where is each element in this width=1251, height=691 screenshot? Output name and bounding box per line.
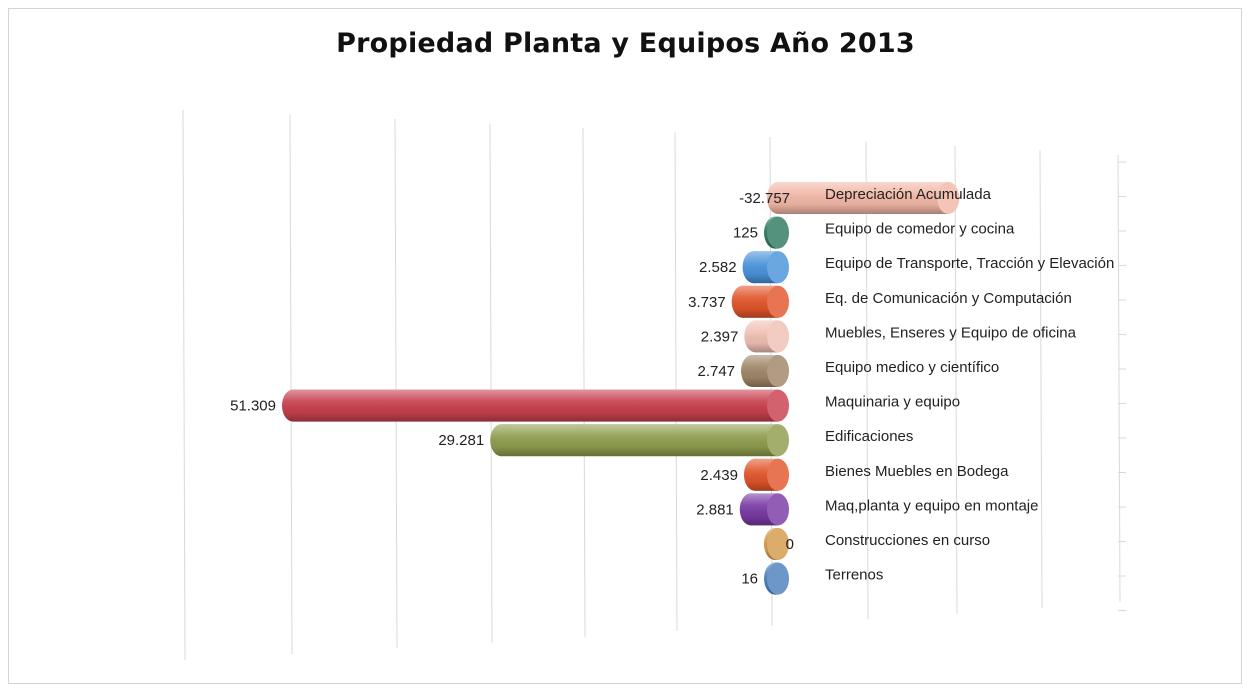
bar xyxy=(743,458,789,491)
data-label: 3.737 xyxy=(688,294,726,311)
category-label: Bienes Muebles en Bodega xyxy=(825,463,1009,480)
gridline xyxy=(394,118,398,649)
gridline xyxy=(865,141,869,620)
data-label: -32.757 xyxy=(739,190,790,207)
bar xyxy=(731,285,789,318)
bar xyxy=(490,424,789,457)
bar xyxy=(764,562,789,595)
category-label: Depreciación Acumulada xyxy=(825,186,992,203)
bar xyxy=(767,182,960,214)
chart-frame xyxy=(8,8,1242,684)
category-label: Maq,planta y equipo en montaje xyxy=(825,497,1038,514)
bar xyxy=(744,320,789,353)
data-label: 2.397 xyxy=(701,328,739,345)
category-label: Terrenos xyxy=(825,567,883,584)
chart-title: Propiedad Planta y Equipos Año 2013 xyxy=(336,28,915,59)
data-label: 51.309 xyxy=(230,398,276,415)
data-label: 2.747 xyxy=(697,363,735,380)
data-label: 29.281 xyxy=(438,432,484,449)
category-label: Equipo medico y científico xyxy=(825,359,999,376)
bars xyxy=(282,182,960,595)
category-label: Muebles, Enseres y Equipo de oficina xyxy=(825,324,1077,341)
category-label: Edificaciones xyxy=(825,428,913,445)
gridline xyxy=(182,109,186,661)
gridline xyxy=(674,132,678,632)
data-label: 0 xyxy=(786,536,794,553)
category-label: Eq. de Comunicación y Computación xyxy=(825,290,1072,307)
data-label: 125 xyxy=(733,225,758,242)
gridline xyxy=(489,123,493,643)
bar xyxy=(764,216,789,249)
gridline xyxy=(1039,150,1043,608)
data-label: 2.582 xyxy=(699,259,737,276)
category-label: Equipo de comedor y cocina xyxy=(825,221,1015,238)
bar xyxy=(764,528,789,560)
gridline xyxy=(1117,154,1121,603)
gridline xyxy=(954,145,958,614)
gridline xyxy=(582,127,586,637)
data-label: 16 xyxy=(741,571,758,588)
category-label: Maquinaria y equipo xyxy=(825,394,960,411)
data-label: 2.881 xyxy=(696,501,734,518)
category-label: Construcciones en curso xyxy=(825,532,990,549)
labels: -32.757 Depreciación Acumulada 125 Equipo d… xyxy=(230,186,1114,588)
bar xyxy=(742,251,789,284)
data-label: 2.439 xyxy=(700,467,738,484)
gridline xyxy=(289,114,293,655)
bar xyxy=(741,355,789,387)
category-label: Equipo de Transporte, Tracción y Elevaci… xyxy=(825,255,1114,272)
bar xyxy=(282,389,789,422)
bar xyxy=(739,493,789,526)
